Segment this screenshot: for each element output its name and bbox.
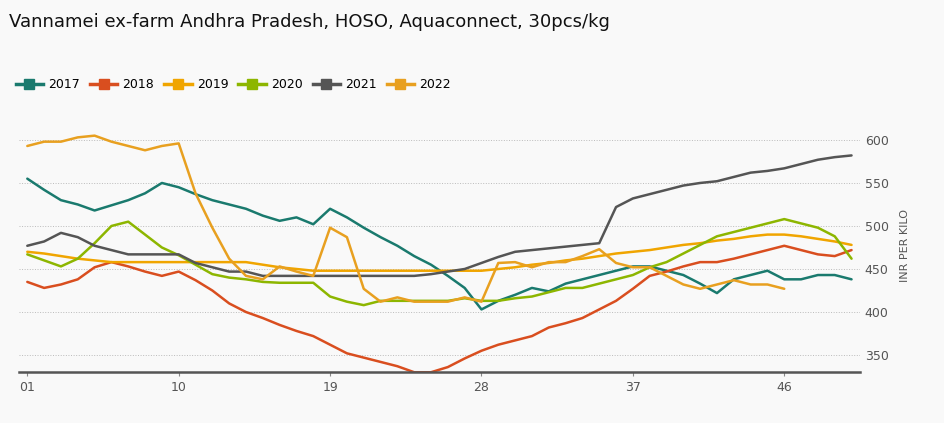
Y-axis label: INR PER KILO: INR PER KILO	[899, 209, 909, 282]
Text: Vannamei ex-farm Andhra Pradesh, HOSO, Aquaconnect, 30pcs/kg: Vannamei ex-farm Andhra Pradesh, HOSO, A…	[9, 13, 610, 31]
Legend: 2017, 2018, 2019, 2020, 2021, 2022: 2017, 2018, 2019, 2020, 2021, 2022	[16, 78, 450, 91]
